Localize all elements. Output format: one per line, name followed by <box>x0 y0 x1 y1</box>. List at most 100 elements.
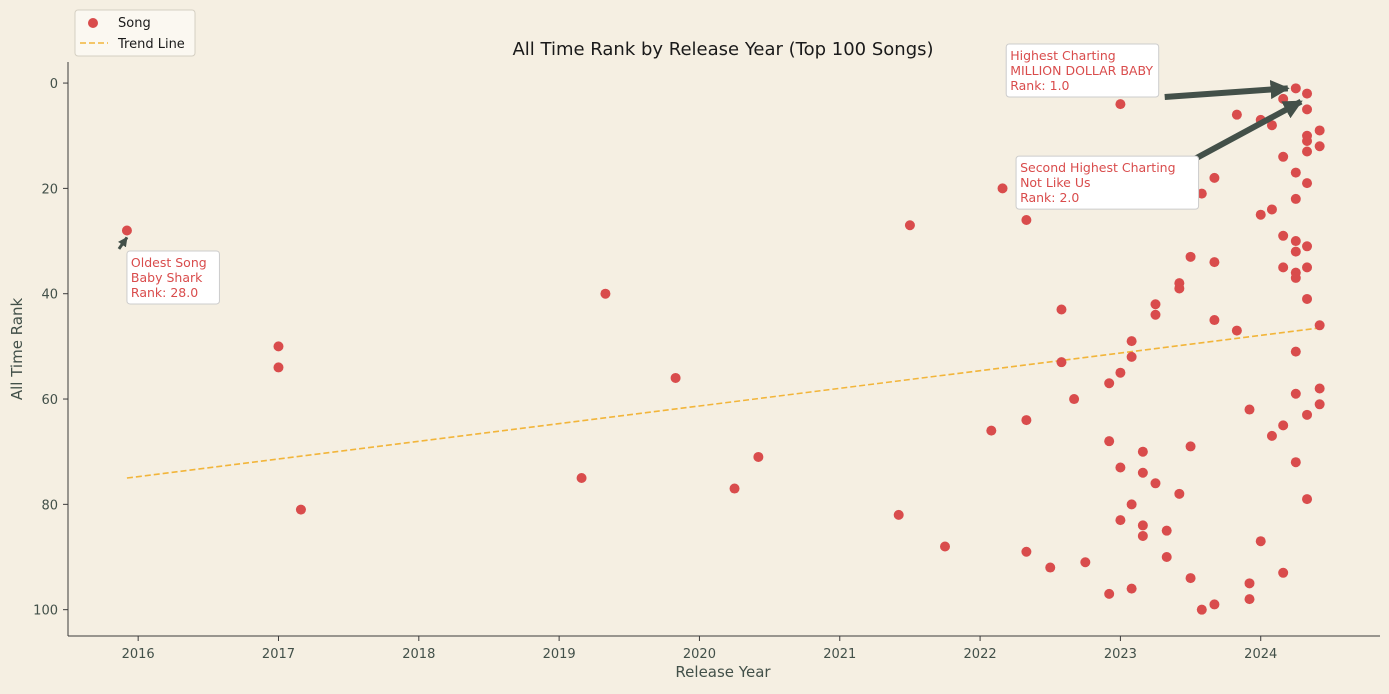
legend-song-marker <box>88 18 98 28</box>
song-point <box>1126 583 1137 594</box>
song-point <box>1115 462 1126 473</box>
song-point <box>1161 525 1172 536</box>
song-point <box>1255 536 1266 547</box>
y-tick-label: 60 <box>41 393 58 408</box>
song-point <box>1302 262 1313 273</box>
annotation-text: Rank: 2.0 <box>1020 190 1079 205</box>
song-point <box>1302 241 1313 252</box>
x-tick-label: 2017 <box>262 647 295 662</box>
song-point <box>1314 399 1325 410</box>
annotation-text: Second Highest Charting <box>1020 160 1175 175</box>
song-point <box>1185 573 1196 584</box>
x-tick-label: 2024 <box>1244 647 1277 662</box>
song-point <box>1104 436 1115 447</box>
trend-line <box>126 327 1320 479</box>
song-point <box>1278 93 1289 104</box>
song-point <box>1302 146 1313 157</box>
song-point <box>1185 441 1196 452</box>
song-point <box>576 473 587 484</box>
trend-line-layer <box>126 327 1320 479</box>
song-point <box>1150 299 1161 310</box>
song-point <box>1021 546 1032 557</box>
song-point <box>1115 367 1126 378</box>
song-point <box>1209 315 1220 326</box>
song-point <box>1290 272 1301 283</box>
annotation-arrow <box>117 236 129 250</box>
song-point <box>1290 236 1301 247</box>
song-point <box>729 483 740 494</box>
song-point <box>1115 99 1126 110</box>
song-point <box>1045 562 1056 573</box>
song-point <box>1137 520 1148 531</box>
x-tick-label: 2021 <box>823 647 856 662</box>
song-point <box>1290 457 1301 468</box>
song-point <box>1161 552 1172 563</box>
annotation-text: Highest Charting <box>1010 48 1116 63</box>
song-point <box>1137 446 1148 457</box>
song-point <box>1278 151 1289 162</box>
song-point <box>1302 293 1313 304</box>
song-point <box>273 362 284 373</box>
song-point <box>1069 394 1080 405</box>
song-point <box>1056 357 1067 368</box>
song-point <box>1209 599 1220 610</box>
chart-title: All Time Rank by Release Year (Top 100 S… <box>512 39 933 60</box>
song-point <box>1056 304 1067 315</box>
song-point <box>1021 415 1032 426</box>
annotation-arrow <box>1164 79 1290 100</box>
song-point <box>1244 594 1255 605</box>
song-point <box>1126 336 1137 347</box>
x-tick-label: 2016 <box>122 647 155 662</box>
song-point <box>753 451 764 462</box>
song-point <box>1126 351 1137 362</box>
song-point <box>1231 109 1242 120</box>
song-point <box>1115 515 1126 526</box>
annotation-text: Baby Shark <box>131 270 203 285</box>
song-point <box>1302 494 1313 505</box>
song-point <box>273 341 284 352</box>
song-point <box>940 541 951 552</box>
song-point <box>1150 309 1161 320</box>
song-point <box>904 220 915 231</box>
song-point <box>1314 320 1325 331</box>
song-point <box>1244 578 1255 589</box>
y-tick-label: 100 <box>33 604 58 619</box>
axes: 2016 2017 2018 2019 2020 2021 2022 2023 2024 0 20 4… <box>33 62 1380 662</box>
y-axis-label: All Time Rank <box>8 298 26 401</box>
song-point <box>1150 478 1161 489</box>
annotation-box <box>1005 43 1160 98</box>
song-point <box>1290 346 1301 357</box>
song-point <box>670 372 681 383</box>
song-point <box>1290 388 1301 399</box>
annotation-text: Oldest Song <box>131 255 207 270</box>
song-point <box>1255 209 1266 220</box>
legend: Song Trend Line <box>74 9 196 57</box>
song-point <box>1302 104 1313 115</box>
song-point <box>1266 120 1277 131</box>
song-point <box>1080 557 1091 568</box>
x-tick-label: 2019 <box>543 647 576 662</box>
legend-trend-label: Trend Line <box>117 37 185 52</box>
y-tick-label: 80 <box>41 498 58 513</box>
song-point <box>600 288 611 299</box>
song-point <box>1314 383 1325 394</box>
song-point <box>1302 135 1313 146</box>
song-point <box>1302 409 1313 420</box>
y-tick-label: 0 <box>50 77 58 92</box>
y-tick-label: 40 <box>41 288 58 303</box>
song-point <box>1021 214 1032 225</box>
song-point <box>893 509 904 520</box>
song-point <box>1209 172 1220 183</box>
song-point <box>1174 283 1185 294</box>
song-point <box>295 504 306 515</box>
song-point <box>1244 404 1255 415</box>
song-point <box>1290 83 1301 94</box>
song-point <box>1302 88 1313 99</box>
song-point <box>1209 257 1220 268</box>
song-point <box>1174 488 1185 499</box>
x-tick-label: 2022 <box>964 647 997 662</box>
